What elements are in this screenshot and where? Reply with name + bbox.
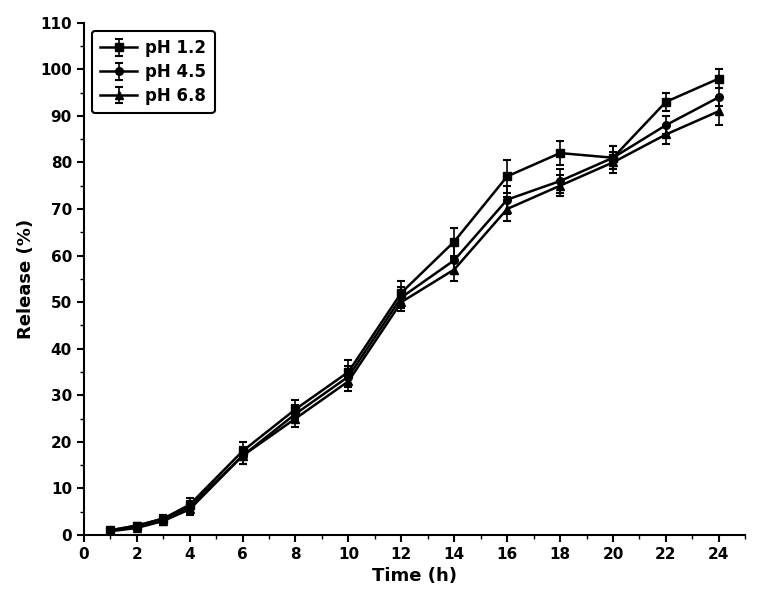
X-axis label: Time (h): Time (h) <box>372 567 457 585</box>
Y-axis label: Release (%): Release (%) <box>17 219 34 339</box>
Legend: pH 1.2, pH 4.5, pH 6.8: pH 1.2, pH 4.5, pH 6.8 <box>92 31 215 113</box>
